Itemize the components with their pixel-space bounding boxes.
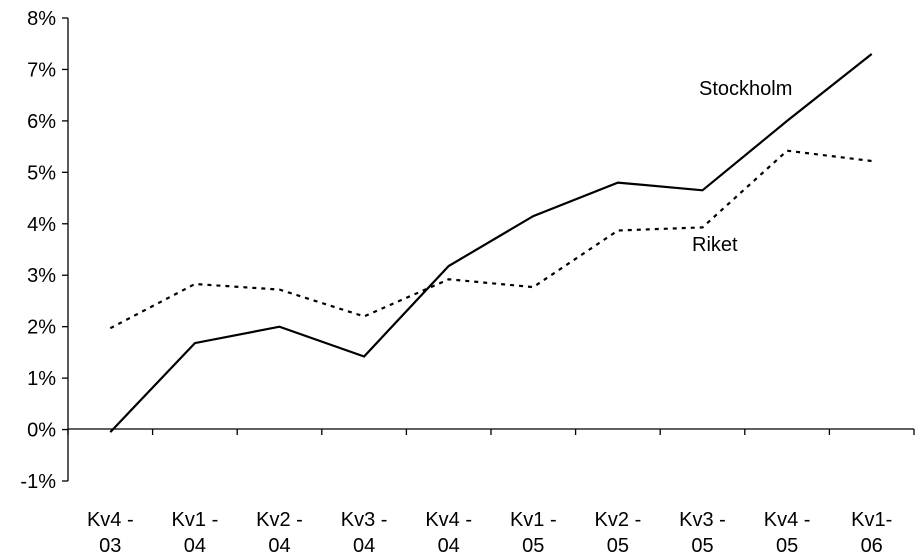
- series-label-stockholm: Stockholm: [699, 78, 792, 100]
- y-tick-label: -1%: [20, 471, 56, 493]
- y-axis-ticks: 8% 7% 6% 5% 4% 3% 2% 1% 0% -1%: [20, 8, 68, 493]
- series-line-stockholm: [109, 53, 873, 433]
- x-tick-label: Kv1-06: [851, 509, 892, 556]
- x-tick-label: Kv3 -04: [341, 509, 388, 556]
- series-line-riket: [109, 149, 872, 330]
- x-tick-label: Kv2 -04: [256, 509, 303, 556]
- y-tick-label: 3%: [27, 265, 56, 287]
- x-tick-label: Kv4 -04: [425, 509, 472, 556]
- y-tick-label: 8%: [27, 8, 56, 30]
- y-tick-label: 6%: [27, 111, 56, 133]
- x-tick-label: Kv1 -04: [172, 509, 219, 556]
- y-tick-label: 5%: [27, 162, 56, 184]
- y-tick-label: 4%: [27, 214, 56, 236]
- x-tick-label: Kv3 -05: [679, 509, 726, 556]
- x-tick-label: Kv4 -05: [764, 509, 811, 556]
- y-tick-label: 0%: [27, 420, 56, 442]
- x-tick-label: Kv1 -05: [510, 509, 557, 556]
- series-label-riket: Riket: [692, 234, 738, 256]
- y-tick-label: 1%: [27, 368, 56, 390]
- series-lines: [109, 53, 873, 433]
- x-axis-ticks: Kv4 -03 Kv1 -04 Kv2 -04 Kv3 -04 Kv4 -04 Kv1 -…: [67, 429, 915, 556]
- y-tick-label: 2%: [27, 317, 56, 339]
- x-tick-label: Kv4 -03: [87, 509, 134, 556]
- x-tick-label: Kv2 -05: [595, 509, 642, 556]
- y-tick-label: 7%: [27, 59, 56, 81]
